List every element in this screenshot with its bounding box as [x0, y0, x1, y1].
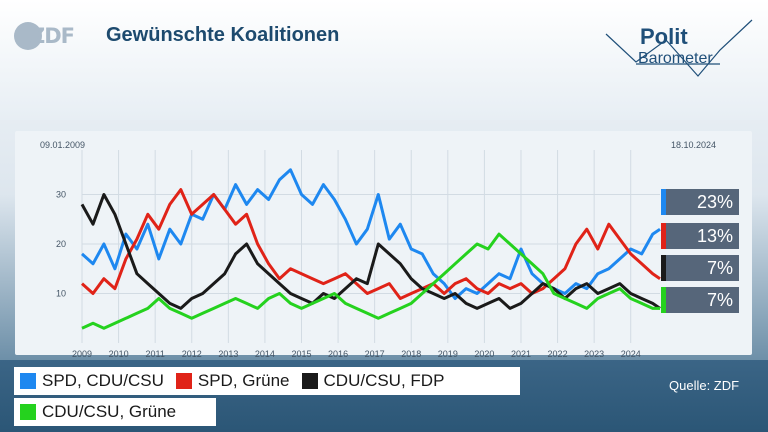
chart-panel	[15, 131, 752, 355]
x-tick-label: 2012	[182, 349, 202, 359]
y-tick-label: 10	[56, 289, 66, 299]
series-line-2	[80, 193, 661, 310]
politbarometer-logo: Polit Barometer	[602, 14, 762, 78]
brand-barometer: Barometer	[638, 50, 713, 67]
axis-layer: 10 20 30 2009 2010 2011 2012 2013 2014 2015 2016 20…	[56, 190, 641, 359]
badge-color-bar	[661, 287, 666, 313]
x-tick-label: 2015	[291, 349, 311, 359]
x-tick-label: 2013	[218, 349, 238, 359]
y-tick-label: 30	[56, 190, 66, 200]
badge-color-bar	[661, 255, 666, 281]
legend-label-cdu-gruene: CDU/CSU, Grüne	[42, 402, 177, 421]
x-tick-label: 2009	[72, 349, 92, 359]
series-layer	[80, 168, 661, 330]
final-value-label: 23%	[696, 192, 733, 212]
start-date-label: 09.01.2009	[40, 140, 86, 150]
zdf-logo-text: ZDF	[30, 24, 75, 48]
legend-swatch-spd-gruene	[175, 373, 192, 389]
source-label: Quelle: ZDF	[669, 378, 740, 393]
legend-label-spd-cdu: SPD, CDU/CSU	[42, 371, 164, 390]
zdf-logo: ZDF	[14, 22, 76, 50]
header-band	[0, 0, 768, 120]
legend-label-spd-gruene: SPD, Grüne	[197, 371, 290, 390]
x-tick-label: 2020	[474, 349, 494, 359]
series-line-0	[80, 168, 661, 300]
brand-polit: Polit	[640, 24, 688, 49]
x-tick-label: 2024	[621, 349, 641, 359]
legend-item-spd-cdu: SPD, CDU/CSU	[20, 371, 164, 391]
legend-row-2: CDU/CSU, Grüne	[14, 398, 216, 426]
x-tick-label: 2011	[145, 349, 164, 359]
x-tick-label: 2014	[255, 349, 275, 359]
final-value-badge: 7%	[661, 287, 739, 313]
legend-item-spd-gruene: SPD, Grüne	[175, 371, 290, 391]
zdf-logo-circle	[14, 22, 42, 50]
x-tick-label: 2023	[584, 349, 604, 359]
final-value-badge: 7%	[661, 255, 739, 281]
legend-swatch-cdu-fdp	[301, 373, 318, 389]
politbarometer-zigzag-icon	[605, 19, 753, 77]
x-tick-label: 2019	[438, 349, 458, 359]
x-tick-label: 2016	[328, 349, 348, 359]
chart-title: Gewünschte Koalitionen	[106, 24, 340, 46]
final-value-badge: 13%	[661, 223, 739, 249]
legend-row-1: SPD, CDU/CSU SPD, Grüne CDU/CSU, FDP	[14, 367, 520, 395]
legend-item-cdu-fdp: CDU/CSU, FDP	[301, 371, 445, 391]
series-line-3	[81, 232, 660, 330]
final-value-label: 13%	[696, 226, 733, 246]
end-date-label: 18.10.2024	[671, 140, 717, 150]
badge-color-bar	[661, 223, 666, 249]
legend-label-cdu-fdp: CDU/CSU, FDP	[323, 371, 445, 390]
x-tick-label: 2010	[109, 349, 129, 359]
final-value-label: 7%	[706, 290, 733, 310]
x-tick-label: 2018	[401, 349, 421, 359]
badge-color-bar	[661, 189, 666, 215]
legend-swatch-cdu-gruene	[20, 404, 36, 420]
x-tick-label: 2021	[511, 349, 531, 359]
x-tick-label: 2022	[548, 349, 568, 359]
legend-swatch-spd-cdu	[20, 373, 36, 389]
x-tick-label: 2017	[365, 349, 385, 359]
final-value-badge: 23%	[661, 189, 739, 215]
final-value-label: 7%	[706, 258, 733, 278]
y-tick-label: 20	[56, 239, 66, 249]
series-line-1	[80, 188, 661, 300]
legend-item-cdu-gruene: CDU/CSU, Grüne	[20, 402, 176, 422]
